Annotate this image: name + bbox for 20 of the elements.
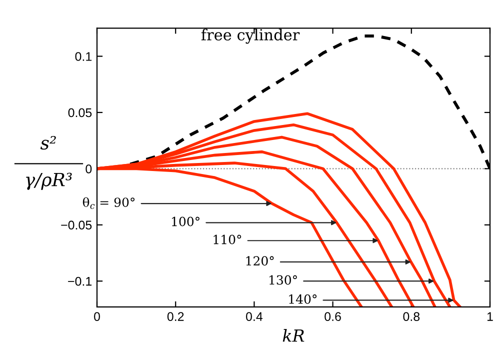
x-axis-title: kR <box>282 329 304 342</box>
annotation: 100° <box>172 216 200 226</box>
annotation: 110° <box>214 234 242 244</box>
y-tick-label: −0.1 <box>68 276 92 286</box>
annotation: 120° <box>246 256 274 266</box>
x-tick-label: 0.8 <box>403 312 420 321</box>
text: s² γ/ρR³ <box>26 136 72 190</box>
annotation: θ$_{c}$ = 90° <box>82 197 135 209</box>
x-tick-label: 0 <box>94 312 100 321</box>
x-tick-label: 0.4 <box>246 312 263 321</box>
x-tick-label: 0.2 <box>167 312 184 321</box>
legend-label: free cylinder <box>201 28 300 44</box>
y-tick-label: −0.05 <box>61 220 92 230</box>
x-tick-label: 0.6 <box>324 312 341 321</box>
annotation: 130° <box>270 275 297 285</box>
y-tick-label: 0 <box>86 164 92 174</box>
y-tick-label: 0.1 <box>75 52 92 61</box>
x-tick-label: 1 <box>487 312 493 321</box>
y-tick-label: 0.05 <box>68 108 92 118</box>
annotation: 140° <box>289 294 317 304</box>
